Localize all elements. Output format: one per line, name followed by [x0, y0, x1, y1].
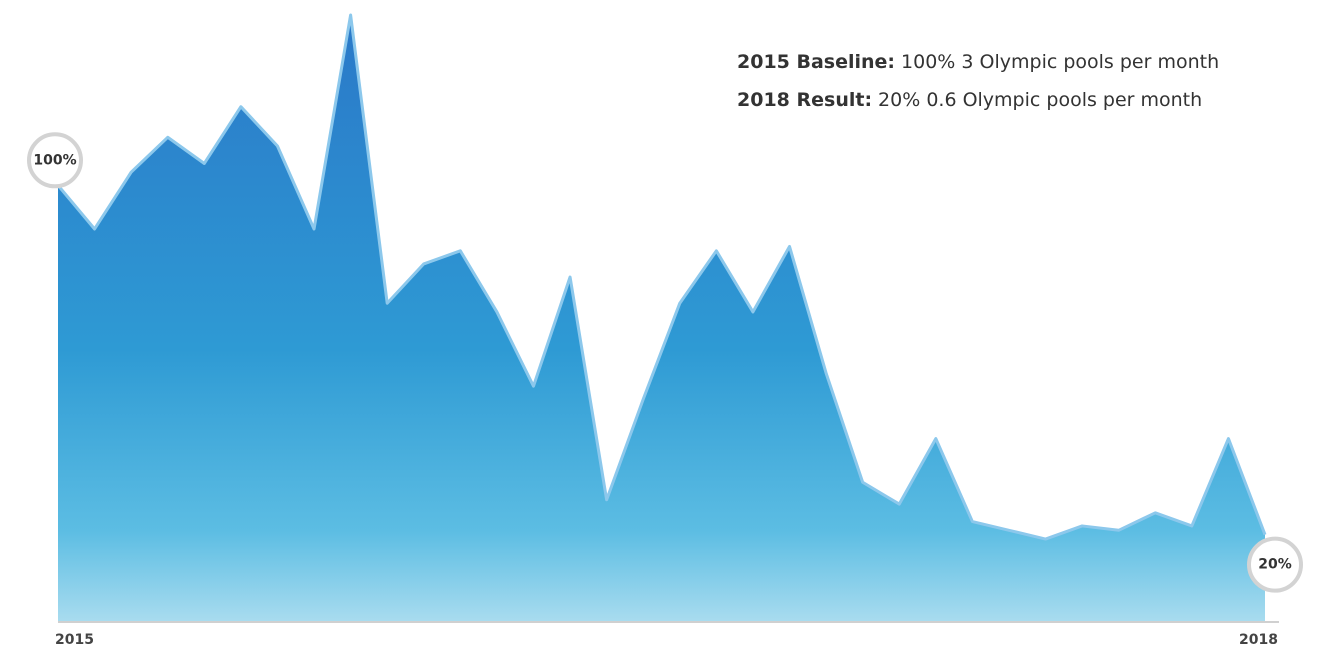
annotation-text: 100% 3 Olympic pools per month: [901, 51, 1219, 73]
annotation-text: 20% 0.6 Olympic pools per month: [878, 89, 1202, 111]
x-tick-label: 2018: [1239, 632, 1278, 648]
annotation-label: 2018 Result:: [737, 89, 872, 111]
chart: 2015 Baseline: 100% 3 Olympic pools per m…: [0, 0, 1326, 650]
value-label: 20%: [1258, 557, 1292, 573]
annotation: 2015 Baseline: 100% 3 Olympic pools per m…: [737, 51, 1219, 73]
page: 2015 Baseline: 100% 3 Olympic pools per m…: [0, 0, 1326, 650]
annotation-label: 2015 Baseline:: [737, 51, 895, 73]
x-tick-label: 2015: [55, 632, 94, 648]
annotation: 2018 Result: 20% 0.6 Olympic pools per mo…: [737, 89, 1202, 111]
value-label: 100%: [33, 152, 76, 168]
